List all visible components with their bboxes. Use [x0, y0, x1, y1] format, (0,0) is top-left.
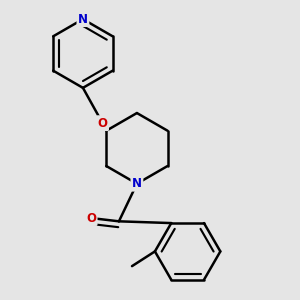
Text: O: O	[98, 117, 108, 130]
Text: O: O	[86, 212, 96, 224]
Text: N: N	[78, 13, 88, 26]
Text: N: N	[132, 177, 142, 190]
